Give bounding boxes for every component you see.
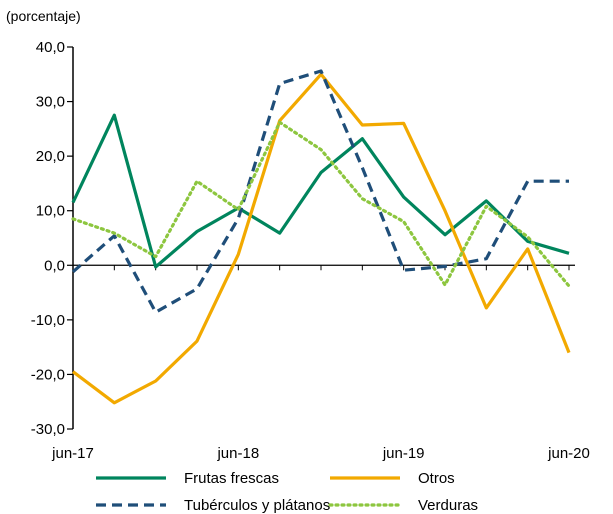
x-tick-label: jun-18 (216, 445, 259, 462)
series-line-1 (71, 113, 570, 269)
x-tick-label: jun-19 (382, 445, 425, 462)
x-tick-label: jun-17 (51, 445, 94, 462)
series-line-3 (71, 69, 569, 314)
y-unit-label: (porcentaje) (6, 8, 81, 24)
series-line-2 (72, 72, 571, 405)
legend-label: Tubérculos y plátanos (184, 497, 330, 514)
legend-label: Otros (418, 470, 455, 487)
y-tick-label: -20,0 (31, 366, 65, 383)
y-tick-label: 10,0 (36, 203, 65, 220)
y-tick-label: 0,0 (44, 257, 65, 274)
y-tick-label: -10,0 (31, 312, 65, 329)
y-tick-label: 30,0 (36, 94, 65, 111)
legend-label: Verduras (418, 497, 478, 514)
y-tick-label: 20,0 (36, 148, 65, 165)
x-tick-label: jun-20 (547, 445, 590, 462)
series-line-4 (71, 120, 571, 288)
y-tick-label: -30,0 (31, 421, 65, 438)
y-tick-label: 40,0 (36, 39, 65, 56)
legend-label: Frutas frescas (184, 470, 279, 487)
